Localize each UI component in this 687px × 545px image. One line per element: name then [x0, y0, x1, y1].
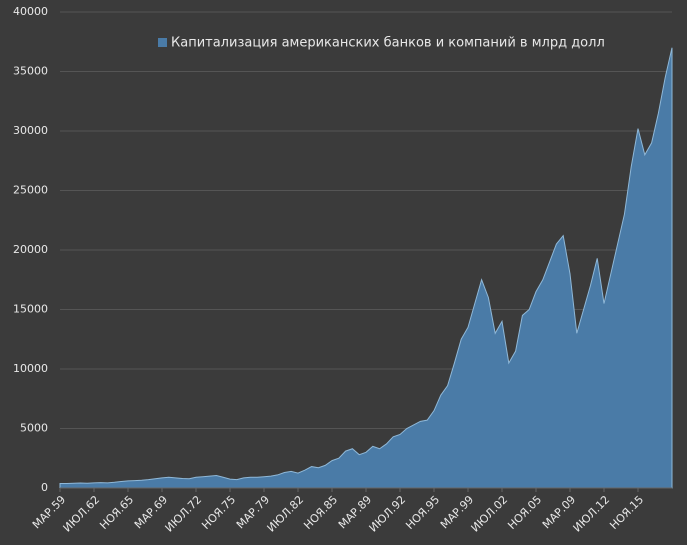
y-tick-label: 10000 — [13, 362, 48, 375]
y-tick-label: 35000 — [13, 65, 48, 78]
x-tick-label: ИЮЛ.92 — [367, 493, 409, 535]
x-tick-label: НОЯ.75 — [199, 493, 238, 532]
y-tick-label: 30000 — [13, 124, 48, 137]
x-tick-label: НОЯ.65 — [97, 493, 136, 532]
x-tick-label: ИЮЛ.82 — [265, 493, 307, 535]
x-tick-label: НОЯ.15 — [607, 493, 646, 532]
y-tick-label: 20000 — [13, 243, 48, 256]
legend-label: Капитализация американских банков и комп… — [171, 36, 605, 51]
y-tick-label: 25000 — [13, 184, 48, 197]
legend-swatch — [158, 38, 167, 47]
y-tick-label: 5000 — [20, 422, 48, 435]
x-tick-label: НОЯ.85 — [301, 493, 340, 532]
y-tick-label: 15000 — [13, 303, 48, 316]
x-tick-label: ИЮЛ.72 — [163, 493, 205, 535]
y-tick-label: 40000 — [13, 5, 48, 18]
area — [59, 47, 673, 489]
x-tick-label: НОЯ.95 — [403, 493, 442, 532]
x-tick-label: ИЮЛ.62 — [61, 493, 103, 535]
x-tick-label: ИЮЛ.12 — [571, 493, 613, 535]
x-tick-label: ИЮЛ.02 — [469, 493, 511, 535]
y-tick-label: 0 — [41, 481, 48, 494]
x-tick-label: НОЯ.05 — [505, 493, 544, 532]
